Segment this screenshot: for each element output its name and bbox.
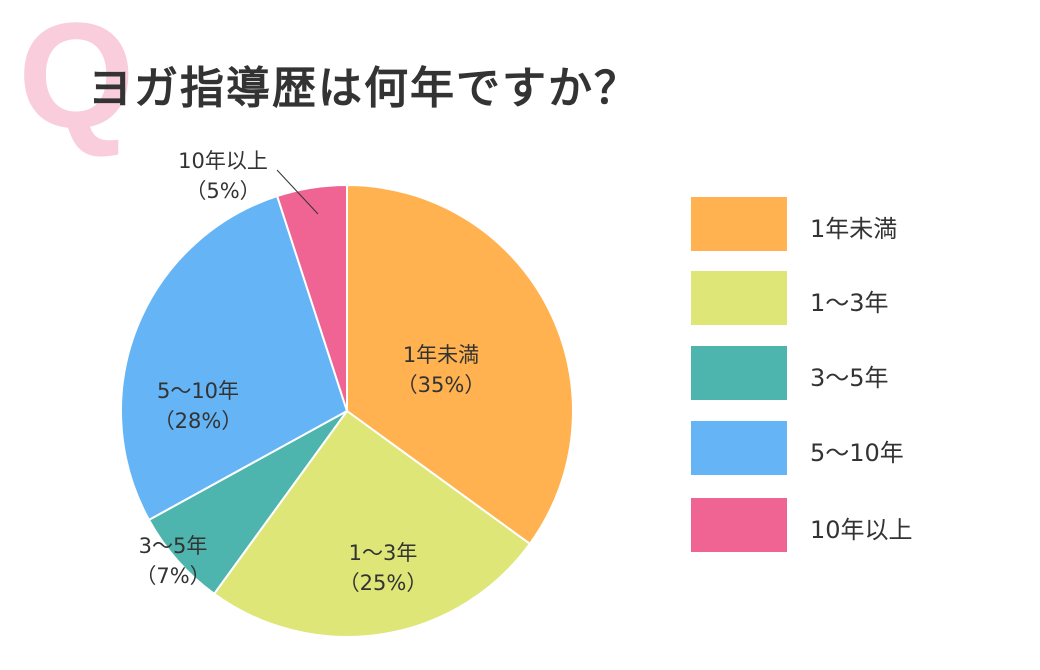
legend-item: 10年以上 — [691, 498, 1031, 552]
legend-item: 5〜10年 — [691, 421, 1031, 475]
legend-label: 1〜3年 — [810, 289, 889, 317]
legend-item: 1〜3年 — [691, 271, 1031, 325]
slice-data-label-3: （28%） — [154, 409, 243, 433]
slice-label-0: 1年未満 — [403, 343, 479, 367]
slice-data-label-0: （35%） — [397, 373, 486, 397]
slice-data-label-4: （5%） — [185, 179, 260, 203]
slice-label-3: 5〜10年 — [157, 379, 239, 403]
slice-label-2: 3〜5年 — [139, 534, 208, 558]
pie-slice-3 — [120, 194, 349, 522]
slice-label-1: 1〜3年 — [349, 541, 418, 565]
pie-slice-0 — [346, 183, 574, 546]
legend-label: 10年以上 — [810, 516, 913, 544]
slice-label-4: 10年以上 — [178, 149, 268, 173]
legend-label: 1年未満 — [810, 215, 898, 243]
legend-item: 3〜5年 — [691, 346, 1031, 400]
chart-title: ヨガ指導歴は何年ですか？ — [88, 63, 640, 114]
legend-swatch — [691, 346, 787, 400]
pie-slice-4 — [275, 183, 348, 412]
legend-item: 1年未満 — [691, 197, 1031, 251]
q-mark: Q — [18, 0, 135, 159]
pie-slice-1 — [212, 409, 532, 638]
legend-swatch — [691, 498, 787, 552]
slice-data-label-2: （7%） — [135, 564, 210, 588]
legend-swatch — [691, 271, 787, 325]
legend-swatch — [691, 421, 787, 475]
legend-swatch — [691, 197, 787, 251]
slice-data-label-1: （25%） — [339, 571, 428, 595]
legend-label: 3〜5年 — [810, 364, 889, 392]
leader-line — [276, 169, 319, 215]
legend-label: 5〜10年 — [810, 439, 904, 467]
